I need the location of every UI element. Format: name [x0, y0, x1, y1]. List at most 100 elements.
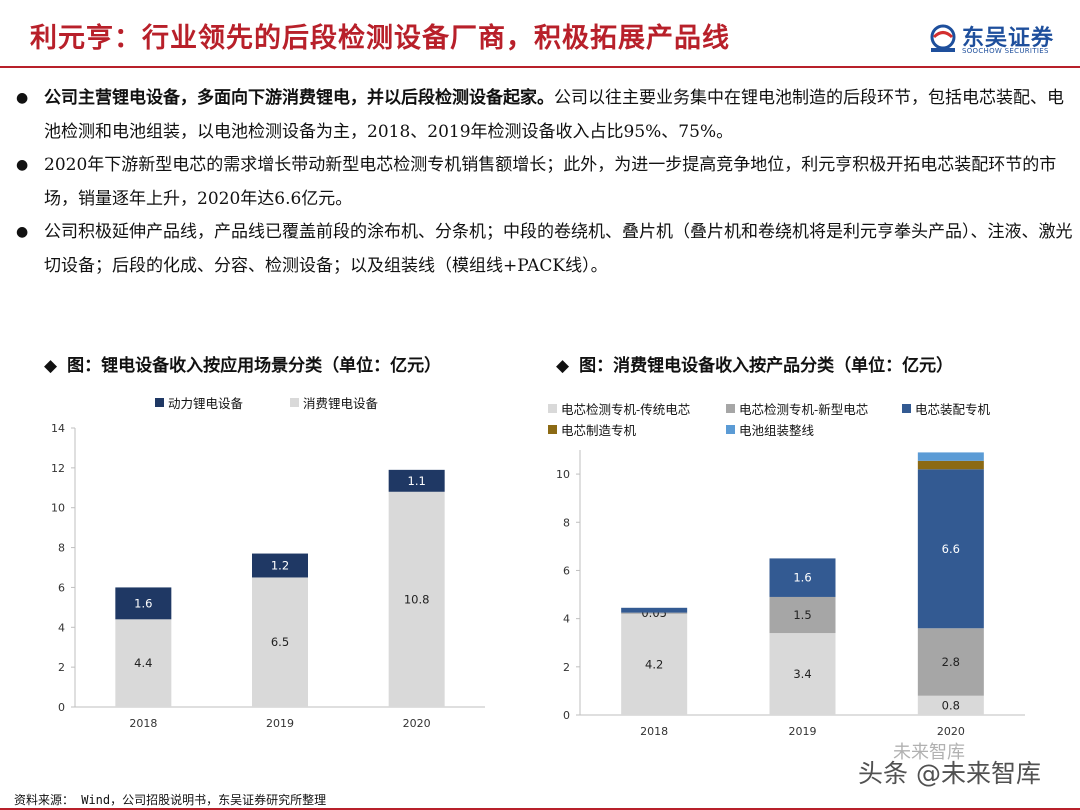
chart2-y-tick-label: 2 [563, 661, 570, 674]
chart1-y-tick-label: 14 [51, 422, 65, 435]
chart2-title: ◆ 图：消费锂电设备收入按产品分类（单位：亿元） [556, 351, 953, 376]
chart2-bar-segment [917, 469, 984, 629]
legend-item: 电芯制造专机 [548, 420, 636, 439]
header-divider [0, 66, 1080, 68]
chart2-bar-segment [621, 607, 688, 613]
legend-swatch [548, 425, 557, 434]
legend-label: 消费锂电设备 [303, 396, 379, 411]
legend-label: 电芯检测专机-传统电芯 [561, 402, 691, 417]
legend-item: 电芯检测专机-新型电芯 [726, 399, 868, 418]
chart1-data-label: 6.5 [271, 635, 289, 649]
chart2-stacked-bar: 02468104.20.0520183.41.51.620190.82.86.6… [556, 450, 1025, 738]
legend-swatch [726, 404, 735, 413]
legend-item: 电芯装配专机 [902, 399, 990, 418]
chart2-bar-segment [769, 558, 836, 597]
chart2-data-label: 4.2 [645, 657, 663, 671]
bullet-dot-icon: ● [16, 224, 29, 240]
soochow-logo-icon [930, 24, 956, 52]
chart1-x-tick-label: 2020 [403, 717, 431, 730]
legend-label: 动力锂电设备 [168, 396, 244, 411]
bullet-dot-icon: ● [16, 90, 29, 106]
chart1-y-tick-label: 4 [58, 621, 65, 634]
bullet-text: 公司积极延伸产品线，产品线已覆盖前段的涂布机、分条机；中段的卷绕机、叠片机（叠片… [44, 222, 1073, 276]
chart2-data-label: 0.8 [942, 698, 960, 712]
chart1-y-tick-label: 0 [58, 701, 65, 714]
chart2-title-text: 图：消费锂电设备收入按产品分类（单位：亿元） [579, 356, 954, 376]
chart2-bar-segment [917, 452, 984, 461]
legend-swatch [548, 404, 557, 413]
page-title: 利元亨：行业领先的后段检测设备厂商，积极拓展产品线 [30, 23, 730, 54]
chart2-y-tick-label: 6 [563, 564, 570, 577]
chart1-bar-segment [115, 619, 172, 707]
bullet-item: ● 公司主营锂电设备，多面向下游消费锂电，并以后段检测设备起家。公司以往主要业务… [14, 82, 1074, 149]
chart2-bar-segment [621, 612, 688, 614]
logo-english-name: SOOCHOW SECURITIES [962, 47, 1049, 55]
chart1-y-tick-label: 2 [58, 661, 65, 674]
source-note: 资料来源： Wind，公司招股说明书，东吴证券研究所整理 [14, 793, 327, 807]
chart1-data-label: 1.6 [134, 596, 152, 610]
chart1-title: ◆ 图：锂电设备收入按应用场景分类（单位：亿元） [44, 351, 441, 376]
chart2-bar-segment [769, 596, 836, 634]
legend-item: 消费锂电设备 [290, 393, 378, 412]
bullet-item: ● 2020年下游新型电芯的需求增长带动新型电芯检测专机销售额增长；此外，为进一… [14, 149, 1074, 216]
slide-header: 利元亨：行业领先的后段检测设备厂商，积极拓展产品线 东吴证券 SOOCHOW S… [0, 0, 1080, 68]
legend-label: 电芯装配专机 [915, 402, 991, 417]
legend-item: 电池组装整线 [726, 420, 814, 439]
chart1-data-label: 10.8 [404, 592, 430, 606]
chart2-y-tick-label: 10 [556, 468, 570, 481]
chart2-y-tick-label: 0 [563, 709, 570, 722]
chart1-bar-segment [115, 587, 172, 620]
legend-swatch [902, 404, 911, 413]
chart1-y-tick-label: 10 [51, 502, 65, 515]
chart1-y-tick-label: 12 [51, 462, 65, 475]
chart1-title-text: 图：锂电设备收入按应用场景分类（单位：亿元） [67, 356, 442, 376]
legend-swatch [726, 425, 735, 434]
chart2-bar-segment [917, 695, 984, 715]
chart1-bar-segment [388, 491, 445, 707]
legend-item: 电芯检测专机-传统电芯 [548, 399, 690, 418]
chart2-y-tick-label: 4 [563, 613, 570, 626]
bullet-text: 公司以往主要业务集中在锂电池制造的后段环节，包括电芯装配、电池检测和电池组装，以… [44, 88, 1064, 142]
diamond-icon: ◆ [44, 356, 58, 376]
watermark: 头条 @未来智库 [858, 759, 1041, 788]
chart1-bar-segment [388, 469, 445, 492]
chart2-data-label: 1.6 [793, 571, 811, 585]
legend-swatch [290, 398, 299, 407]
chart1-x-tick-label: 2018 [129, 717, 157, 730]
chart2-bar-segment [917, 628, 984, 696]
chart2-data-label: 6.6 [942, 542, 960, 556]
chart1-data-label: 1.2 [271, 559, 289, 573]
chart2-x-tick-label: 2019 [789, 725, 817, 738]
chart1-y-tick-label: 6 [58, 581, 65, 594]
logo-chinese-name: 东吴证券 [962, 26, 1055, 51]
bullet-text: 2020年下游新型电芯的需求增长带动新型电芯检测专机销售额增长；此外，为进一步提… [44, 155, 1057, 209]
chart2-data-label: 1.5 [793, 608, 811, 622]
legend-label: 电芯制造专机 [561, 423, 637, 438]
chart2-data-label: 2.8 [942, 655, 960, 669]
legend-item: 动力锂电设备 [155, 393, 243, 412]
legend-swatch [155, 398, 164, 407]
chart1-data-label: 4.4 [134, 656, 152, 670]
watermark-faint: 未来智库 [893, 742, 965, 763]
bullet-list: ● 公司主营锂电设备，多面向下游消费锂电，并以后段检测设备起家。公司以往主要业务… [14, 82, 1074, 283]
footer-divider [0, 808, 1080, 810]
legend-label: 电池组装整线 [739, 423, 815, 438]
chart1-y-tick-label: 8 [58, 542, 65, 555]
bullet-bold-lead: 公司主营锂电设备，多面向下游消费锂电，并以后段检测设备起家。 [44, 88, 554, 108]
chart2-bar-segment [917, 460, 984, 470]
chart1-bar-segment [252, 553, 308, 578]
chart2-x-tick-label: 2018 [640, 725, 668, 738]
brand-logo: 东吴证券 SOOCHOW SECURITIES [928, 22, 1073, 58]
chart2-y-tick-label: 8 [563, 516, 570, 529]
chart1-stacked-bar: 0 2 4 6 8 10 12 14 4.4 1.6 2018 6.5 1.2 2019 10.8 1.1 20… [51, 422, 485, 730]
diamond-icon: ◆ [556, 356, 570, 376]
chart1-x-tick-label: 2019 [266, 717, 294, 730]
chart1-bar-segment [252, 577, 308, 707]
chart2-x-tick-label: 2020 [937, 725, 965, 738]
legend-label: 电芯检测专机-新型电芯 [739, 402, 869, 417]
chart2-data-label: 3.4 [793, 667, 811, 681]
chart2-bar-segment [769, 633, 836, 715]
bullet-dot-icon: ● [16, 157, 29, 173]
bullet-item: ● 公司积极延伸产品线，产品线已覆盖前段的涂布机、分条机；中段的卷绕机、叠片机（… [14, 216, 1074, 283]
chart1-data-label: 1.1 [408, 474, 426, 488]
